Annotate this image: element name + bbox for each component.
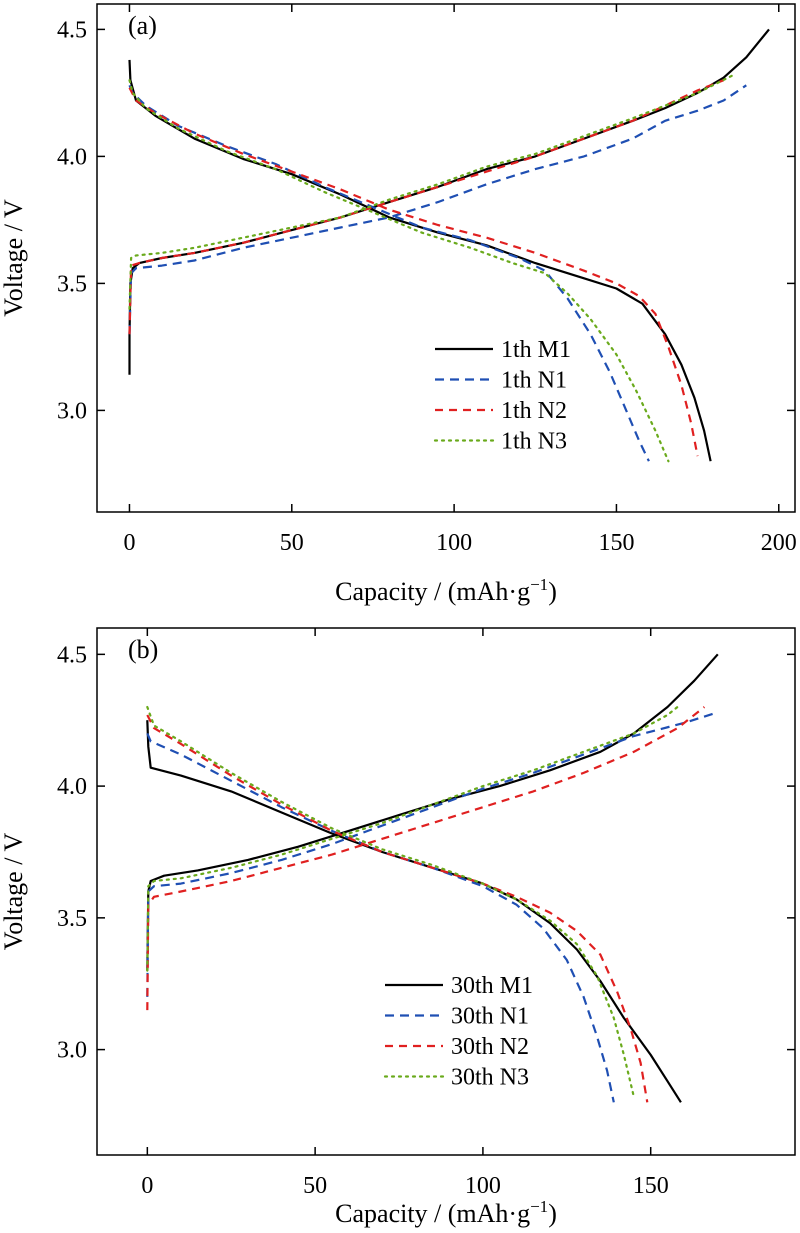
series-discharge-curve [128,87,699,457]
y-tick-label: 3.5 [57,906,87,932]
panel-label: (a) [128,11,157,40]
series-discharge-curve [146,705,635,1099]
y-tick-label: 4.0 [57,144,87,170]
series-charge-curve [146,705,679,972]
y-tick-label: 3.0 [57,1038,87,1064]
y-tick-label: 3.5 [57,271,87,297]
x-tick-label: 50 [280,530,304,556]
series-charge-curve [128,74,735,310]
panel-label: (b) [128,635,158,664]
series-discharge-curve [128,59,712,462]
legend-label: 1th N2 [501,398,567,424]
y-tick-label: 4.5 [57,642,87,668]
x-tick-label: 50 [303,1173,327,1199]
x-tick-label: 100 [465,1173,501,1199]
legend-label: 30th N2 [451,1034,529,1060]
y-tick-label: 3.0 [57,398,87,424]
x-tick-label: 200 [761,530,797,556]
legend-label: 30th N1 [451,1004,529,1030]
panel-a-chart: 0 50 100 150 200 3.0 3.5 4.0 4.5 (a) Capacity / (m… [0,3,797,606]
x-axis-label: Capacity / (mAh·g−1) [335,1197,557,1228]
series-charge-curve [146,653,719,971]
legend-label: 1th M1 [501,337,571,363]
plot-frame [96,3,796,513]
legend: 30th M1 30th N1 30th N2 30th N3 [383,973,533,1091]
x-tick-label: 0 [141,1173,153,1199]
legend-label: 30th M1 [451,973,533,999]
series-charge-curve [128,28,770,375]
series-charge-curve [128,79,725,335]
x-tick-label: 150 [633,1173,669,1199]
x-tick-label: 0 [123,530,135,556]
series-discharge-curve [146,732,615,1103]
x-tick-label: 150 [598,530,634,556]
series-charge-curve [146,706,706,1011]
series-discharge-curve [146,714,649,1103]
series-charge-curve [146,711,719,997]
legend-label: 30th N3 [451,1065,529,1091]
panel-b-chart: 0 50 100 150 3.0 3.5 4.0 4.5 (b) Capacity / (mAh·… [0,627,796,1228]
legend-label: 1th N1 [501,368,567,394]
legend-label: 1th N3 [501,429,567,455]
series-discharge-curve [128,84,650,462]
x-axis-label: Capacity / (mAh·g−1) [335,575,557,606]
series-charge-curve [128,84,747,335]
x-tick-label: 100 [436,530,472,556]
y-axis-label: Voltage / V [0,833,28,951]
legend: 1th M1 1th N1 1th N2 1th N3 [433,337,571,455]
plot-frame [96,627,796,1156]
y-axis-label: Voltage / V [0,199,28,317]
series-discharge-curve [128,79,670,463]
y-tick-label: 4.0 [57,774,87,800]
y-tick-label: 4.5 [57,17,87,43]
